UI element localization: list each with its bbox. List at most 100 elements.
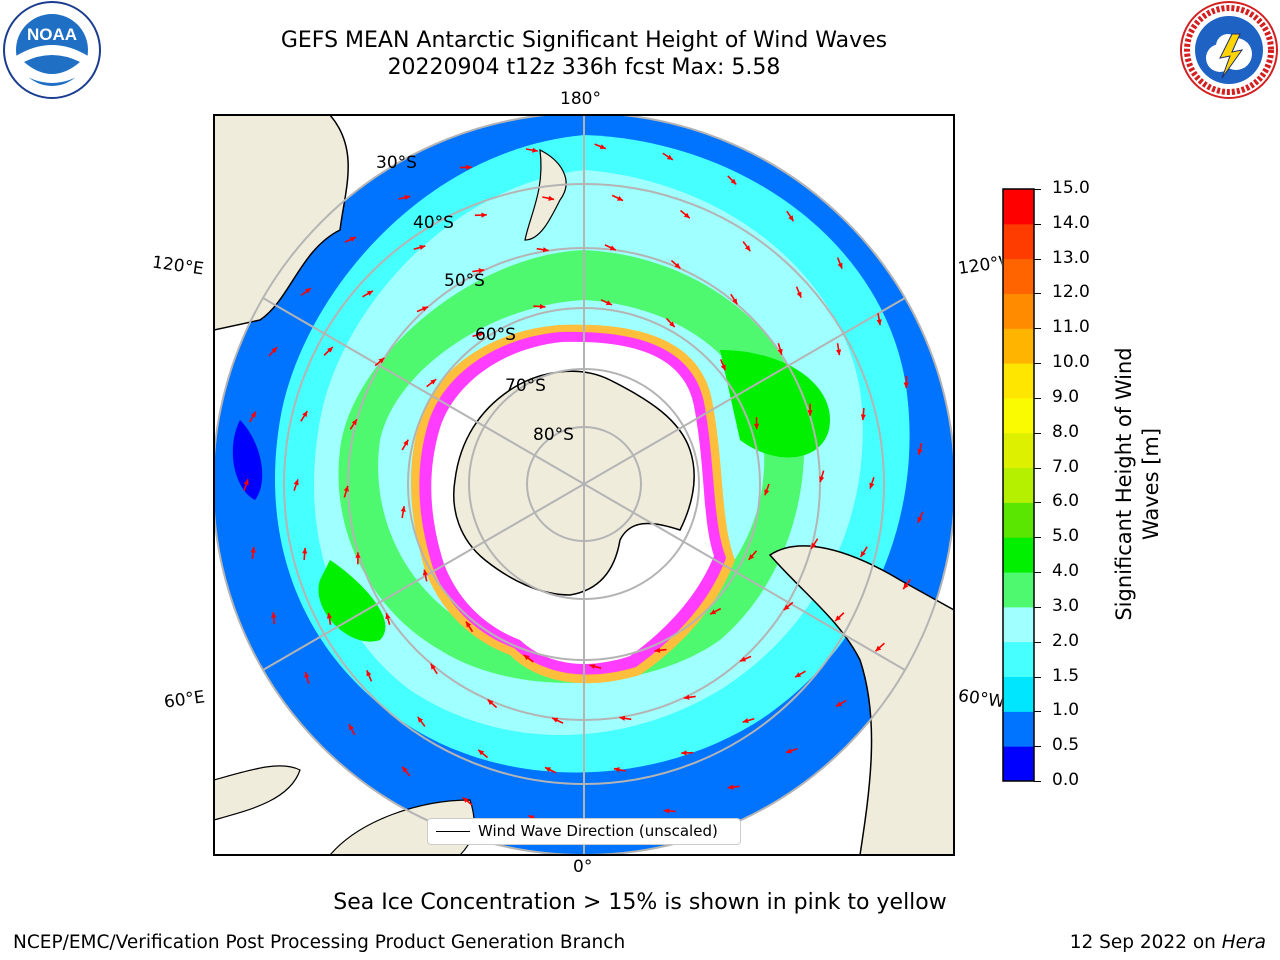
wind-arrow-head [796, 291, 802, 298]
wind-arrow-head [835, 615, 841, 622]
wind-arrow-head [349, 724, 354, 731]
wind-arrow-head [617, 195, 624, 201]
wind-arrow-head [349, 237, 356, 242]
wind-arrow-head [400, 506, 406, 512]
lat-label-80s: 80°S [533, 425, 574, 445]
wind-arrow-head [609, 245, 616, 251]
wind-arrow-head [366, 670, 372, 677]
colorbar-segment [1003, 397, 1034, 434]
colorbar-segment [1003, 328, 1034, 364]
wind-arrow-head [619, 715, 626, 721]
colorbar-tick-label: 13.0 [1052, 247, 1090, 268]
nws-logo [1180, 1, 1278, 99]
colorbar-tick-label: 8.0 [1052, 421, 1080, 442]
colorbar-tick-mark [1034, 676, 1041, 678]
wind-arrow-head [366, 290, 373, 296]
colorbar-tick-label: 0.0 [1052, 770, 1080, 790]
wind-arrow-head [720, 364, 726, 371]
colorbar-tick-label: 9.0 [1052, 386, 1080, 407]
wind-arrow-head [860, 414, 866, 421]
colorbar-tick-mark [1034, 432, 1041, 434]
colorbar-tick-label: 10.0 [1052, 352, 1090, 373]
wind-arrow-head [478, 268, 485, 274]
wind-arrow-head [403, 439, 409, 446]
wind-arrow-head [250, 411, 256, 418]
wind-arrow-head [481, 212, 487, 218]
wind-arrow-head [683, 694, 690, 700]
colorbar-tick-label: 2.0 [1052, 630, 1080, 651]
footer-machine: Hera [1221, 932, 1266, 953]
wind-arrow-head [532, 147, 538, 153]
colorbar-tick-mark [1034, 467, 1041, 469]
wind-arrow-head [430, 379, 437, 385]
footer-date-text: 12 Sep 2022 on [1069, 932, 1222, 953]
wind-arrow-head [302, 547, 308, 554]
wind-arrow-head [326, 612, 332, 619]
legend-label: Wind Wave Direction (unscaled) [478, 822, 718, 840]
colorbar-segment [1003, 572, 1034, 608]
lat-label-40s: 40°S [413, 213, 454, 233]
wind-arrow-head [605, 300, 612, 305]
wind-arrow-head [552, 717, 559, 723]
wind-arrow-head [355, 552, 361, 558]
wind-arrow-head [917, 516, 923, 523]
wind-arrow-head [795, 672, 802, 678]
colorbar-segment [1003, 537, 1034, 573]
noaa-logo: NOAA [3, 1, 101, 99]
wind-arrow-head [744, 245, 751, 252]
wind-arrow-head [754, 423, 760, 430]
colorbar-tick-mark [1034, 189, 1041, 190]
colorbar-tick-mark [1034, 363, 1041, 365]
wind-arrow-head [669, 321, 675, 328]
wind-arrow-head [487, 699, 494, 706]
wind-arrow-head [271, 612, 277, 618]
colorbar-segment [1003, 746, 1034, 782]
wind-arrow-head [351, 419, 357, 426]
wind-arrow-head [417, 716, 424, 723]
wind-arrow-head [462, 797, 469, 803]
wind-arrow-head [539, 303, 546, 310]
colorbar-segment [1003, 641, 1034, 678]
wind-arrow-head [764, 489, 770, 496]
colorbar-segment [1003, 189, 1034, 225]
wind-arrow-head [430, 663, 436, 670]
wind-arrow-head [528, 815, 535, 821]
legend-line [436, 831, 470, 832]
wind-arrow-head [811, 542, 817, 549]
colorbar-tick-mark [1034, 572, 1041, 574]
wind-arrow-head [548, 195, 555, 201]
wind-arrow-head [740, 656, 747, 662]
colorbar-segment [1003, 467, 1034, 503]
wind-arrow-head [835, 701, 842, 707]
colorbar-tick-mark [1034, 328, 1041, 330]
colorbar-tick-mark [1034, 537, 1041, 539]
colorbar-segment [1003, 676, 1034, 712]
wind-arrow-head [683, 212, 690, 219]
footer-branch: NCEP/EMC/Verification Post Processing Pr… [13, 932, 626, 953]
colorbar-tick-mark [1034, 641, 1041, 643]
colorbar-tick-mark [1034, 711, 1041, 713]
wind-arrow-head [730, 178, 737, 185]
wind-arrow-head [727, 784, 734, 790]
colorbar-tick-label: 12.0 [1052, 282, 1090, 303]
wind-arrow-head [305, 288, 311, 294]
wind-arrow-head [875, 645, 882, 652]
lat-label-30s: 30°S [376, 153, 417, 173]
wind-arrow-head [666, 154, 673, 160]
wind-arrow-head [465, 621, 472, 628]
wind-arrow-head [523, 654, 530, 661]
wind-arrow-head [327, 346, 333, 353]
wind-direction-legend: Wind Wave Direction (unscaled) [427, 818, 741, 845]
wind-arrow-head [819, 476, 825, 483]
wind-arrow-head [903, 583, 909, 590]
wind-arrow-head [478, 749, 485, 756]
wind-arrow-head [589, 664, 596, 670]
svg-text:NOAA: NOAA [27, 25, 77, 44]
lat-label-70s: 70°S [505, 376, 546, 396]
wind-arrow-head [836, 349, 842, 356]
wind-arrow-head [732, 298, 738, 305]
wind-arrow-head [613, 767, 620, 773]
wind-arrow-head [860, 550, 866, 557]
wind-arrow-head [421, 306, 428, 312]
wind-arrow-head [271, 347, 278, 353]
